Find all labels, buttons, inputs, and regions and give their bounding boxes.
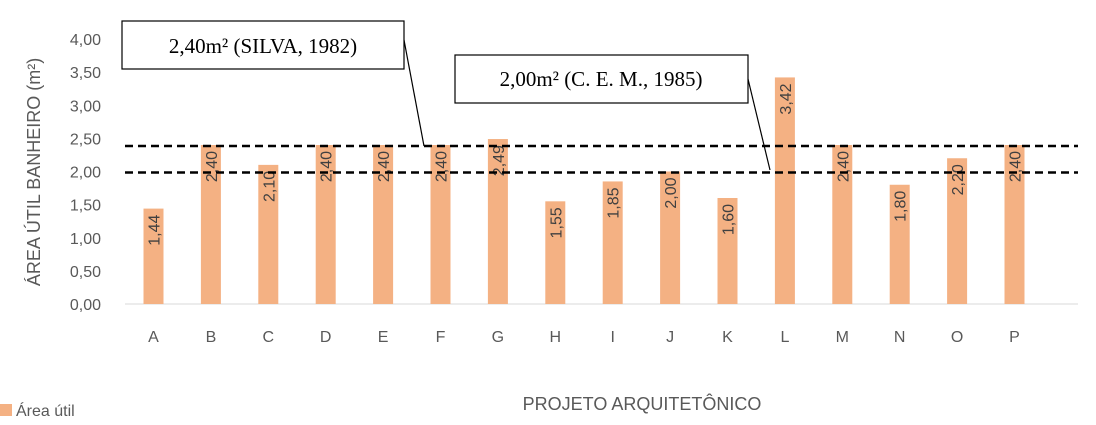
y-tick-label: 3,00: [70, 98, 101, 115]
category-label: F: [436, 329, 446, 346]
category-label: C: [263, 329, 275, 346]
callout-silva: 2,40m² (SILVA, 1982): [122, 21, 424, 146]
y-tick-label: 1,00: [70, 231, 101, 248]
y-axis-title: ÁREA ÚTIL BANHEIRO (m²): [23, 58, 44, 286]
category-label: O: [951, 329, 963, 346]
y-tick-label: 0,50: [70, 264, 101, 281]
data-label: 2,40: [434, 151, 451, 182]
callout-cem-text: 2,00m² (C. E. M., 1985): [500, 67, 703, 91]
data-label: 2,00: [663, 177, 680, 208]
callout-cem-pointer: [748, 79, 770, 170]
data-label: 2,40: [319, 151, 336, 182]
callout-silva-text: 2,40m² (SILVA, 1982): [169, 34, 357, 58]
category-label: H: [550, 329, 562, 346]
y-tick-label: 0,00: [70, 297, 101, 314]
category-label: B: [206, 329, 217, 346]
category-label: A: [148, 329, 159, 346]
callout-silva-pointer: [404, 40, 424, 146]
data-label: 3,42: [778, 83, 795, 114]
data-label: 1,60: [721, 204, 738, 235]
data-label: 2,10: [261, 171, 278, 202]
category-label: M: [836, 329, 849, 346]
category-label: J: [666, 329, 674, 346]
data-label: 1,55: [548, 207, 565, 238]
y-axis-ticks: 0,00 0,50 1,00 1,50 2,00 2,50 3,00 3,50 4,00: [70, 32, 101, 314]
category-label: P: [1009, 329, 1020, 346]
category-label: D: [320, 329, 332, 346]
data-label: 1,44: [147, 214, 164, 245]
data-label: 2,40: [204, 151, 221, 182]
category-label: E: [378, 329, 389, 346]
y-tick-label: 2,00: [70, 165, 101, 182]
legend: Área útil: [0, 401, 75, 420]
category-label: N: [894, 329, 906, 346]
y-tick-label: 4,00: [70, 32, 101, 49]
y-tick-label: 3,50: [70, 65, 101, 82]
category-labels-group: A B C D E F G H I J K L M N O P: [148, 329, 1020, 346]
data-label: 2,40: [1008, 151, 1025, 182]
y-tick-label: 2,50: [70, 131, 101, 148]
legend-swatch: [0, 404, 12, 416]
x-axis-title: PROJETO ARQUITETÔNICO: [523, 393, 762, 414]
data-label: 2,20: [950, 164, 967, 195]
category-label: I: [610, 329, 614, 346]
data-label: 1,85: [606, 187, 623, 218]
category-label: L: [780, 329, 789, 346]
category-label: G: [492, 329, 504, 346]
y-tick-label: 1,50: [70, 198, 101, 215]
data-label: 2,40: [835, 151, 852, 182]
data-label: 1,80: [893, 191, 910, 222]
category-label: K: [722, 329, 733, 346]
legend-label: Área útil: [16, 401, 75, 420]
data-label: 2,40: [376, 151, 393, 182]
